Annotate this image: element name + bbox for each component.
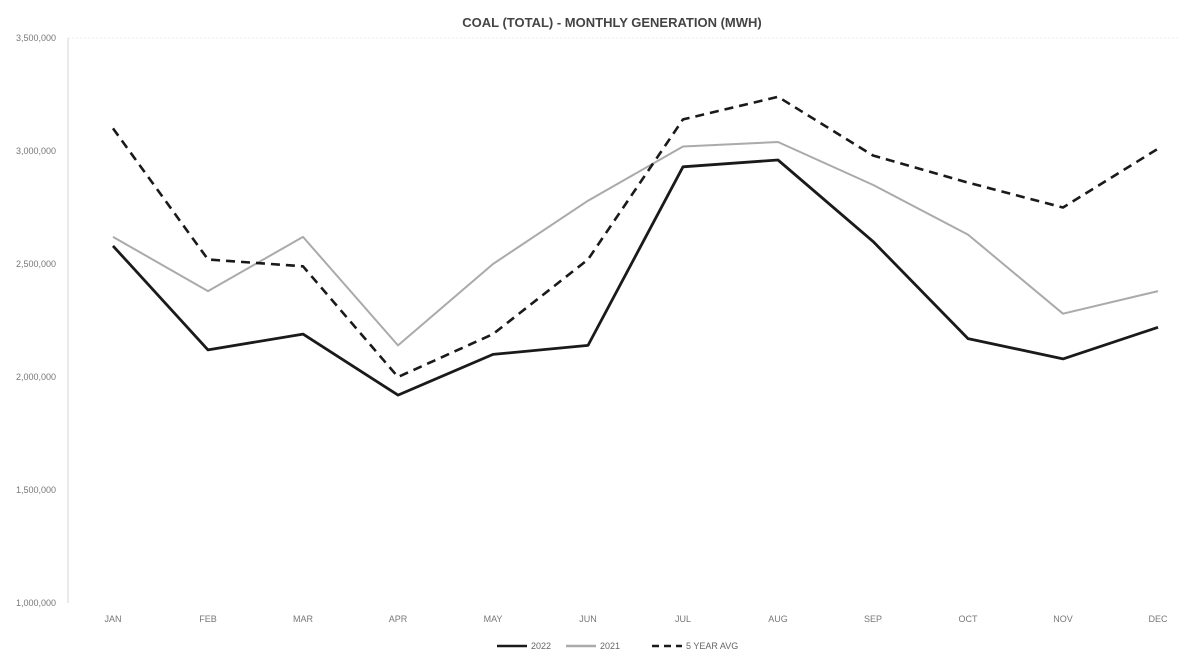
legend: 2022 2021 5 YEAR AVG bbox=[497, 641, 738, 651]
x-tick-label: JUN bbox=[579, 614, 597, 624]
legend-label: 2022 bbox=[531, 641, 551, 651]
x-tick-label: NOV bbox=[1053, 614, 1073, 624]
y-tick-label: 1,000,000 bbox=[16, 598, 56, 608]
y-tick-label: 3,000,000 bbox=[16, 146, 56, 156]
chart-title: COAL (TOTAL) - MONTHLY GENERATION (MWH) bbox=[462, 15, 761, 30]
y-tick-label: 1,500,000 bbox=[16, 485, 56, 495]
x-tick-label: MAR bbox=[293, 614, 314, 624]
x-tick-label: AUG bbox=[768, 614, 788, 624]
y-tick-label: 2,500,000 bbox=[16, 259, 56, 269]
legend-label: 2021 bbox=[600, 641, 620, 651]
x-tick-label: DEC bbox=[1148, 614, 1168, 624]
y-tick-label: 3,500,000 bbox=[16, 33, 56, 43]
x-tick-label: OCT bbox=[959, 614, 979, 624]
x-axis-ticks: JAN FEB MAR APR MAY JUN JUL AUG SEP OCT NOV DEC bbox=[104, 614, 1168, 624]
x-tick-label: FEB bbox=[199, 614, 217, 624]
series-lines bbox=[111, 95, 1159, 397]
x-tick-label: JUL bbox=[675, 614, 691, 624]
x-tick-label: MAY bbox=[484, 614, 503, 624]
series-line-2021 bbox=[112, 141, 1159, 347]
legend-label: 5 YEAR AVG bbox=[686, 641, 738, 651]
x-tick-label: JAN bbox=[104, 614, 121, 624]
y-tick-label: 2,000,000 bbox=[16, 372, 56, 382]
x-tick-label: SEP bbox=[864, 614, 882, 624]
series-line-5-year-avg bbox=[111, 95, 1159, 379]
series-line-2022 bbox=[111, 158, 1159, 397]
y-axis-ticks: 1,000,000 1,500,000 2,000,000 2,500,000 3,00… bbox=[16, 33, 56, 608]
x-tick-label: APR bbox=[389, 614, 408, 624]
